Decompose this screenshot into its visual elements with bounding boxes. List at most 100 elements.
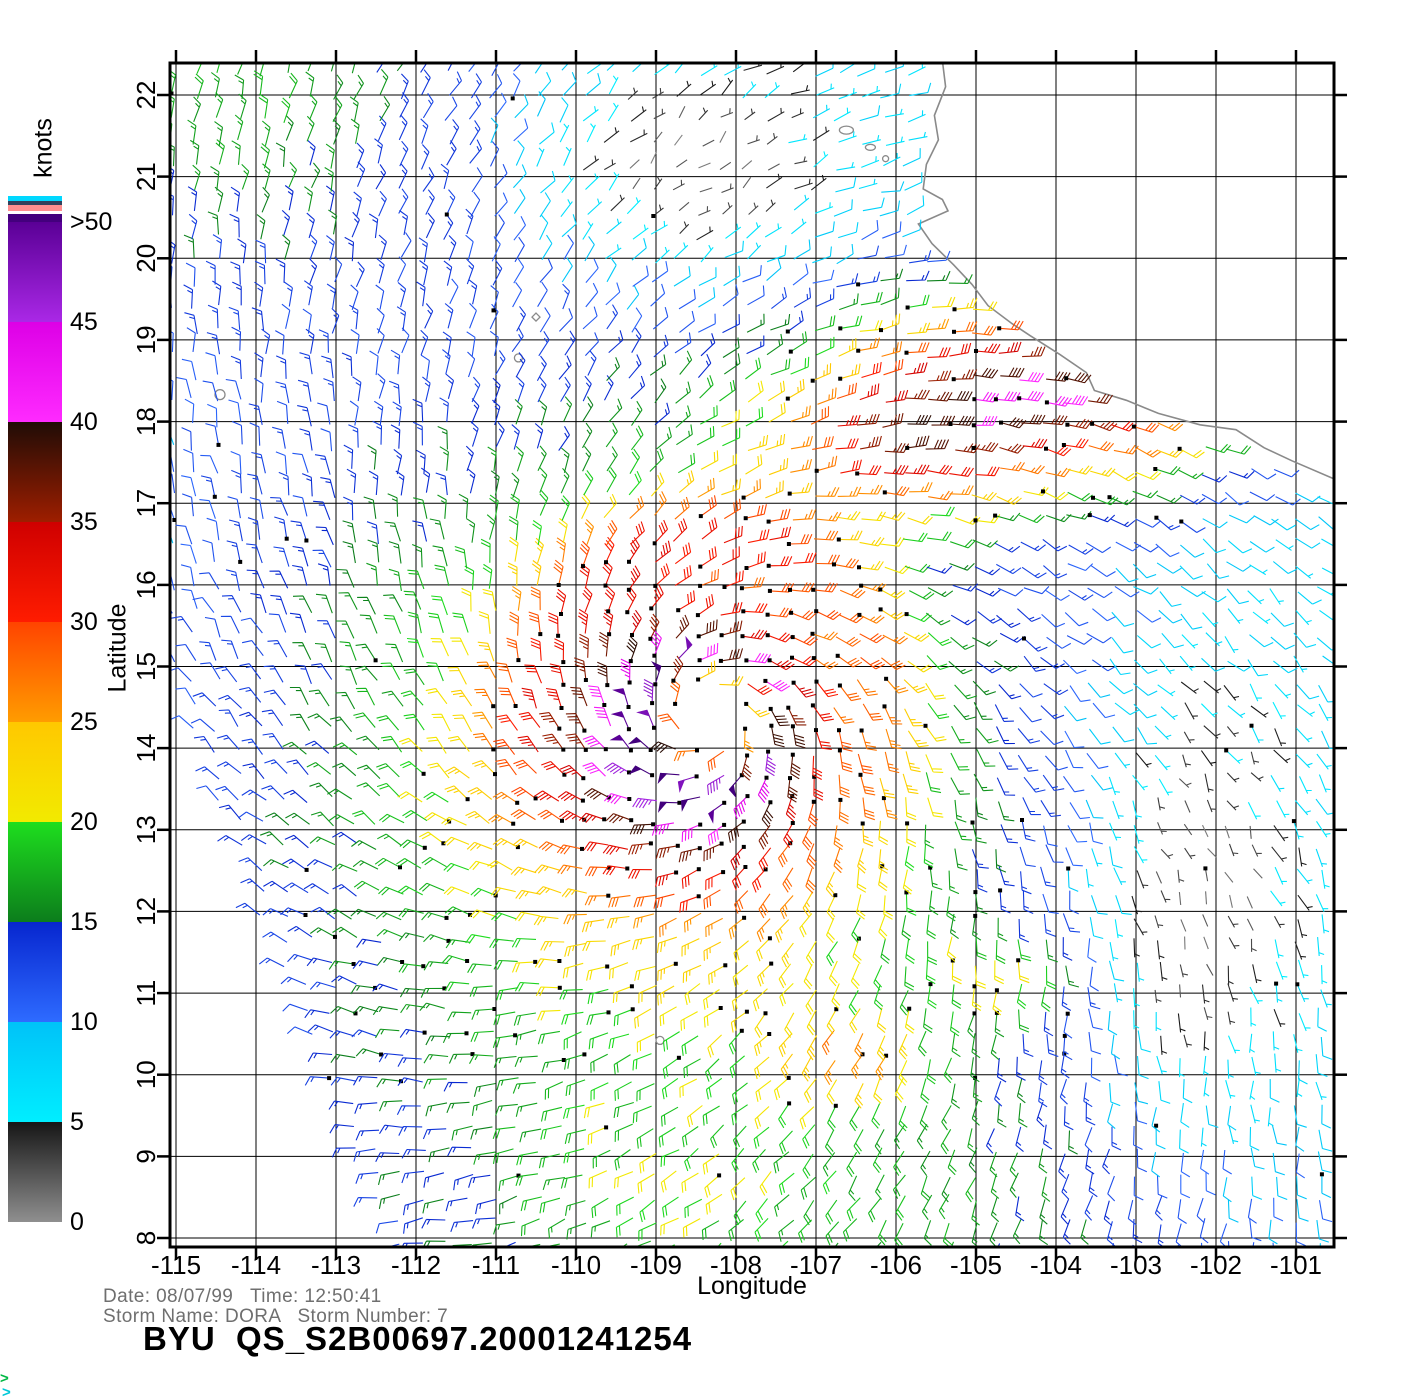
wind-barb (825, 917, 836, 944)
rain-flag (739, 1028, 744, 1033)
rain-flag (1017, 396, 1022, 401)
wind-barb (848, 1175, 858, 1202)
wind-barb (679, 1078, 698, 1098)
wind-barb (272, 426, 286, 449)
wind-barb (231, 469, 242, 494)
wind-barb (582, 306, 598, 330)
wind-barb (1273, 825, 1289, 842)
wind-barb (1249, 1033, 1255, 1053)
wind-barb (307, 139, 316, 166)
colorbar-top-strip (8, 201, 62, 205)
wind-barb (681, 1126, 699, 1148)
wind-barb (356, 161, 366, 187)
wind-barb (884, 464, 909, 475)
wind-barb (632, 797, 657, 809)
wind-barb (1156, 940, 1165, 960)
x-tick-label: -102 (1190, 1250, 1242, 1280)
wind-barb (297, 379, 312, 402)
wind-barb (792, 63, 806, 73)
wind-barb (1133, 1125, 1143, 1150)
wind-barb (905, 892, 917, 916)
wind-barb (1225, 445, 1252, 455)
wind-barb (275, 381, 290, 404)
wind-barb (469, 860, 495, 871)
wind-barb (1089, 966, 1099, 992)
wind-barb (196, 63, 203, 74)
wind-barb (748, 202, 759, 215)
wind-barb (1156, 562, 1182, 574)
wind-barb (1133, 918, 1148, 936)
wind-barb (1250, 1007, 1257, 1027)
rain-flag (997, 326, 1002, 331)
wind-barb (907, 110, 926, 123)
wind-barb (652, 87, 664, 99)
wind-barb (837, 655, 863, 668)
wind-barb (309, 782, 333, 797)
wind-barb (766, 258, 782, 282)
rain-flag (606, 795, 611, 800)
wind-barb (768, 380, 786, 402)
wind-barb (1318, 774, 1331, 793)
wind-barb (397, 256, 407, 282)
wind-barb (932, 296, 956, 308)
wind-barb (1296, 868, 1313, 885)
wind-barb (513, 258, 525, 284)
wind-barb (218, 804, 242, 821)
wind-barb (1315, 1081, 1327, 1101)
wind-barb (519, 1128, 542, 1143)
wind-barb (1226, 726, 1239, 737)
wind-barb (309, 836, 336, 846)
wind-barb (1158, 609, 1183, 624)
wind-barb (1339, 966, 1345, 985)
wind-barb (1088, 1172, 1098, 1198)
wind-barb (1069, 685, 1091, 702)
wind-barb (539, 122, 555, 145)
wind-barb (835, 636, 861, 647)
wind-barb (850, 963, 860, 990)
wind-barb (699, 375, 714, 399)
wind-barb (420, 467, 431, 493)
wind-barb (769, 659, 795, 671)
wind-barb (953, 321, 978, 333)
wind-barb (854, 1083, 864, 1109)
wind-barb (260, 143, 270, 169)
wind-barb (954, 821, 972, 841)
wind-barb (884, 751, 900, 774)
wind-barb (230, 450, 242, 475)
wind-barb (1019, 683, 1043, 698)
wind-barb (826, 1008, 837, 1035)
wind-barb (307, 1024, 334, 1033)
wind-barb (822, 1170, 837, 1195)
wind-barb (745, 357, 762, 380)
rain-flag (905, 821, 910, 826)
wind-barb (615, 1217, 634, 1238)
wind-barb (613, 1101, 634, 1118)
wind-barb (302, 308, 312, 334)
wind-barb (1274, 728, 1286, 747)
rain-flag (630, 633, 634, 637)
wind-barb (559, 764, 584, 779)
wind-barb (470, 73, 482, 99)
wind-barb (885, 108, 904, 118)
wind-barb (1341, 545, 1366, 555)
wind-barb (1000, 417, 1027, 429)
wind-barb (513, 216, 526, 241)
wind-barb (220, 615, 240, 634)
wind-barb (771, 287, 787, 310)
wind-barb (183, 448, 195, 473)
wind-barb (465, 208, 474, 235)
wind-barb (862, 197, 885, 212)
wind-barb (858, 337, 881, 352)
wind-barb (351, 1029, 377, 1038)
wind-barb (657, 985, 675, 1006)
wind-barb (1068, 1130, 1078, 1155)
wind-barb (1227, 965, 1234, 985)
wind-barb (480, 538, 491, 563)
rain-flag (696, 867, 701, 872)
wind-barb (862, 134, 881, 145)
wind-barb (514, 399, 523, 425)
wind-barb (674, 63, 684, 74)
rain-flag (304, 538, 309, 543)
wind-barb (950, 415, 975, 426)
wind-barb (240, 617, 263, 634)
